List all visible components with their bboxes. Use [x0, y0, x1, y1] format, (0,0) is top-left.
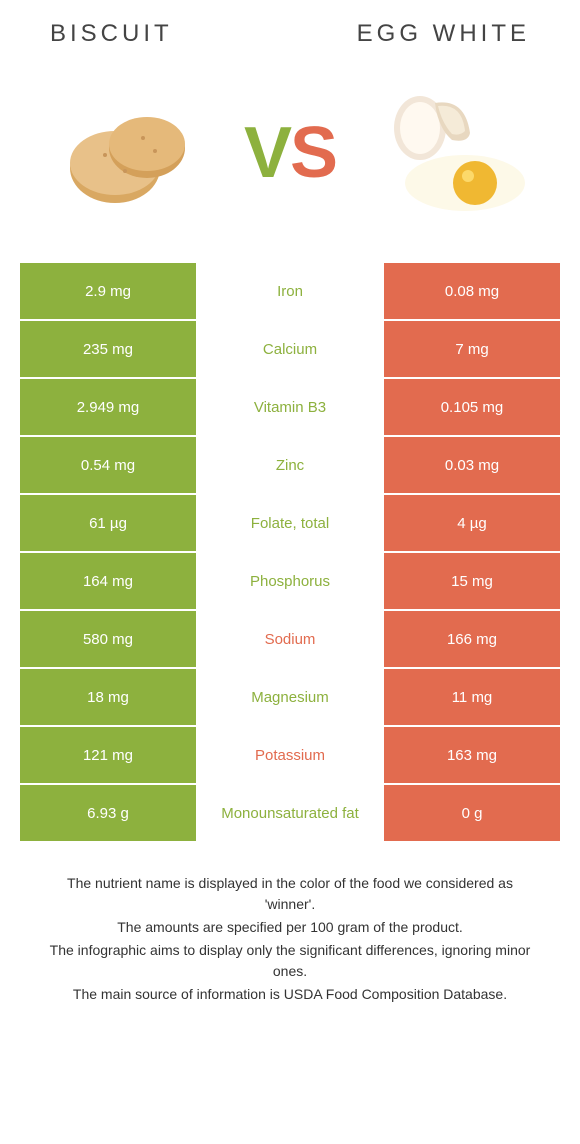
nutrient-label-cell: Calcium: [196, 321, 384, 377]
right-value-cell: 0.105 mg: [384, 379, 560, 435]
egg-white-image: [380, 78, 530, 228]
left-value-cell: 6.93 g: [20, 785, 196, 841]
right-value-cell: 0.08 mg: [384, 263, 560, 319]
left-value-cell: 2.949 mg: [20, 379, 196, 435]
nutrient-row: 235 mgCalcium7 mg: [20, 321, 560, 377]
vs-v-letter: V: [244, 113, 290, 193]
nutrient-label-cell: Zinc: [196, 437, 384, 493]
footnote-line: The infographic aims to display only the…: [40, 940, 540, 982]
nutrient-row: 0.54 mgZinc0.03 mg: [20, 437, 560, 493]
left-value-cell: 580 mg: [20, 611, 196, 667]
nutrient-row: 61 µgFolate, total4 µg: [20, 495, 560, 551]
nutrient-label-cell: Potassium: [196, 727, 384, 783]
left-value-cell: 0.54 mg: [20, 437, 196, 493]
nutrient-label-cell: Iron: [196, 263, 384, 319]
left-value-cell: 235 mg: [20, 321, 196, 377]
right-value-cell: 0 g: [384, 785, 560, 841]
nutrient-row: 2.949 mgVitamin B30.105 mg: [20, 379, 560, 435]
nutrient-label-cell: Sodium: [196, 611, 384, 667]
left-value-cell: 18 mg: [20, 669, 196, 725]
right-food-title: Egg white: [357, 20, 530, 48]
nutrient-row: 18 mgMagnesium11 mg: [20, 669, 560, 725]
footnote-line: The amounts are specified per 100 gram o…: [40, 917, 540, 938]
right-value-cell: 11 mg: [384, 669, 560, 725]
right-value-cell: 166 mg: [384, 611, 560, 667]
nutrient-table: 2.9 mgIron0.08 mg235 mgCalcium7 mg2.949 …: [20, 263, 560, 841]
left-food-title: Biscuit: [50, 20, 173, 48]
right-value-cell: 15 mg: [384, 553, 560, 609]
nutrient-label-cell: Vitamin B3: [196, 379, 384, 435]
footnote-line: The nutrient name is displayed in the co…: [40, 873, 540, 915]
infographic-container: Biscuit Egg white VS: [0, 0, 580, 1057]
right-value-cell: 0.03 mg: [384, 437, 560, 493]
footnote-line: The main source of information is USDA F…: [40, 984, 540, 1005]
vs-label: VS: [244, 112, 336, 194]
footnotes: The nutrient name is displayed in the co…: [20, 843, 560, 1037]
vs-s-letter: S: [290, 113, 336, 193]
nutrient-label-cell: Phosphorus: [196, 553, 384, 609]
left-value-cell: 61 µg: [20, 495, 196, 551]
right-value-cell: 7 mg: [384, 321, 560, 377]
header: Biscuit Egg white: [20, 20, 560, 63]
right-value-cell: 4 µg: [384, 495, 560, 551]
nutrient-row: 121 mgPotassium163 mg: [20, 727, 560, 783]
nutrient-label-cell: Folate, total: [196, 495, 384, 551]
biscuit-image: [50, 78, 200, 228]
left-value-cell: 2.9 mg: [20, 263, 196, 319]
nutrient-row: 2.9 mgIron0.08 mg: [20, 263, 560, 319]
nutrient-label-cell: Magnesium: [196, 669, 384, 725]
left-value-cell: 121 mg: [20, 727, 196, 783]
left-value-cell: 164 mg: [20, 553, 196, 609]
nutrient-label-cell: Monounsaturated fat: [196, 785, 384, 841]
images-row: VS: [20, 63, 560, 263]
right-value-cell: 163 mg: [384, 727, 560, 783]
nutrient-row: 580 mgSodium166 mg: [20, 611, 560, 667]
nutrient-row: 6.93 gMonounsaturated fat0 g: [20, 785, 560, 841]
nutrient-row: 164 mgPhosphorus15 mg: [20, 553, 560, 609]
